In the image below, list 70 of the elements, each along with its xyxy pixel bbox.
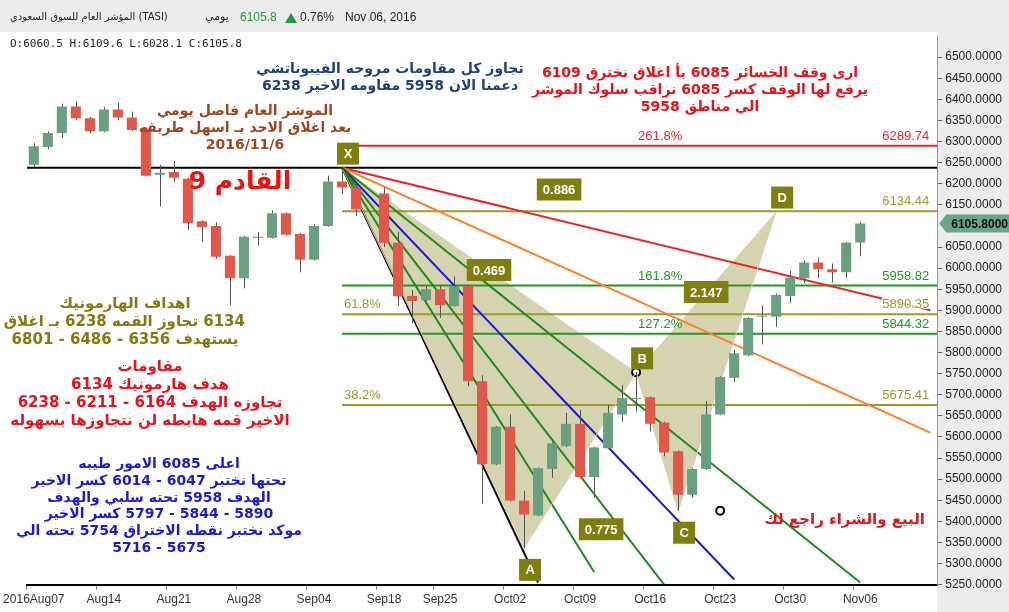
- y-tick-label: 5650.0000: [945, 408, 1003, 423]
- x-tick-label: Nov06: [842, 592, 878, 607]
- y-tick-label: 5250.0000: [945, 576, 1003, 591]
- x-tick-label: Oct02: [494, 592, 527, 607]
- x-tick-label: Aug28: [226, 592, 262, 607]
- y-tick-label: 5600.0000: [945, 429, 1003, 444]
- x-tick-label: Oct23: [704, 592, 737, 607]
- annotation: 0.775: [584, 521, 618, 537]
- y-tick-label: 5850.0000: [945, 323, 1003, 338]
- ref-line-label: 5675.41: [882, 387, 930, 403]
- annotation: 261.8%: [638, 127, 683, 143]
- x-tick-label: 2016Aug07: [3, 592, 65, 607]
- y-tick-label: 5400.0000: [945, 513, 1003, 528]
- y-tick-label: 6450.0000: [945, 70, 1003, 85]
- ref-line-label: 6134.44: [882, 193, 930, 209]
- text: 0.76%: [300, 10, 336, 25]
- chart-title: المؤشر العام للسوق السعودي (TASI): [10, 11, 168, 22]
- annotation: اهداف الهارمونيك 6134 تجاوز القمه 6238 بـ اغلاق يستهدف 6356 - 6486 - 6801: [3, 294, 245, 348]
- x-tick-label: Sep18: [366, 592, 402, 607]
- annotation: مقاومات هدف هارمونيك 6134 تجاوزه الهدف 6164 - 6211 - 6238 الاخير قمه هابطه لن نتجاوزها بسهوله: [9, 357, 291, 429]
- y-tick-label: 5700.0000: [945, 387, 1003, 402]
- y-tick-label: 6250.0000: [945, 154, 1003, 169]
- y-tick-label: 6350.0000: [945, 112, 1003, 127]
- text: Nov 06, 2016: [345, 10, 418, 25]
- y-tick-label: 6300.0000: [945, 133, 1003, 148]
- text: 6105.8000: [951, 216, 1009, 231]
- annotation: 2.147: [689, 284, 723, 300]
- y-tick-label: 5450.0000: [945, 492, 1003, 507]
- annotation: 61.8%: [343, 296, 382, 312]
- y-tick-label: 5900.0000: [945, 302, 1003, 317]
- annotation: 0.886: [542, 182, 576, 198]
- annotation: البيع والشراء راجع لك: [764, 510, 925, 528]
- y-tick-label: 6200.0000: [945, 176, 1003, 191]
- chart-subtitle: O:6060.5 H:6109.6 L:6028.1 C:6105.8: [10, 37, 242, 50]
- y-tick-label: 5550.0000: [945, 450, 1003, 465]
- text: يومي: [205, 10, 230, 24]
- x-tick-label: Oct30: [774, 592, 807, 607]
- ref-line-label: 6289.74: [882, 127, 930, 143]
- ref-line-label: 5844.32: [882, 315, 930, 331]
- annotation: 127.2%: [638, 315, 683, 331]
- text: 6105.8: [240, 10, 278, 25]
- x-tick-label: Aug14: [86, 592, 122, 607]
- ref-line-label: 5958.82: [882, 267, 930, 283]
- y-tick-label: 6150.0000: [945, 197, 1003, 212]
- y-tick-label: 5800.0000: [945, 344, 1003, 359]
- x-tick-label: Sep04: [296, 592, 332, 607]
- y-tick-label: 5950.0000: [945, 281, 1003, 296]
- y-tick-label: 6400.0000: [945, 91, 1003, 106]
- y-tick-label: 5350.0000: [945, 534, 1003, 549]
- annotation: القادم 9: [187, 166, 293, 196]
- x-tick-label: Oct16: [634, 592, 667, 607]
- y-tick-label: 6050.0000: [945, 239, 1003, 254]
- y-tick-label: 5300.0000: [945, 555, 1003, 570]
- x-tick-label: Sep25: [422, 592, 458, 607]
- annotation: ارى وقف الخسائر 6085 بأ اغلاق نخترق 6109 يرفع لها الوقف كسر 6085 نراقب سلوك الموشر الي مناطق 5958: [530, 64, 869, 115]
- annotation: تجاوز كل مقاومات مروحه الفيبوناتشي دعمنا الان 5958 مقاومه الاخير 6238: [255, 60, 525, 94]
- x-tick-label: Aug21: [156, 592, 192, 607]
- data-label: C: [679, 525, 690, 541]
- annotation: اعلى 6085 الامور طيبه تحتها نختبر 6047 - 6014 كسر الاخير الهدف 5958 تحته سلبي والهدف 5890 - 5844 - 5797 كسر الاخير موكد نختبر نقطه الاختراق 5754 تحته الي 5675 - 5716: [15, 455, 303, 556]
- annotation: 0.469: [472, 262, 506, 278]
- annotation: 38.2%: [343, 387, 382, 403]
- y-tick-label: 6500.0000: [945, 49, 1003, 64]
- x-tick-label: Oct09: [564, 592, 597, 607]
- y-tick-label: 5750.0000: [945, 365, 1003, 380]
- data-label: B: [637, 350, 647, 366]
- y-tick-label: 6000.0000: [945, 260, 1003, 275]
- data-label: D: [777, 190, 787, 206]
- annotation: 161.8%: [638, 267, 683, 283]
- data-label: A: [525, 562, 536, 578]
- y-tick-label: 5500.0000: [945, 471, 1003, 486]
